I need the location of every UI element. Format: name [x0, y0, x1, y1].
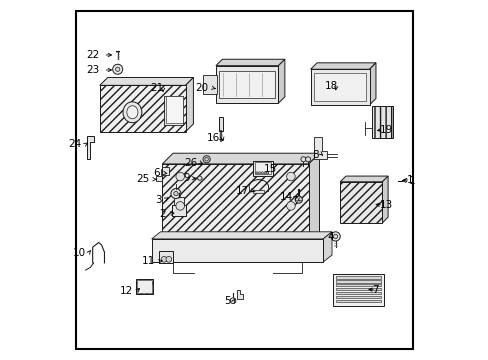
Text: 19: 19	[379, 125, 392, 135]
Bar	[335, 276, 380, 279]
Circle shape	[165, 256, 171, 262]
Polygon shape	[162, 153, 319, 164]
Text: 1: 1	[408, 176, 415, 186]
Text: 12: 12	[120, 287, 133, 296]
Text: 3: 3	[155, 195, 162, 204]
Polygon shape	[323, 232, 331, 262]
Text: 1: 1	[406, 175, 413, 185]
Bar	[219, 71, 274, 98]
Circle shape	[264, 172, 266, 174]
Bar	[335, 296, 380, 298]
Bar	[162, 167, 169, 175]
Text: 20: 20	[195, 83, 208, 93]
Bar	[335, 284, 380, 287]
Bar	[313, 73, 365, 102]
Circle shape	[171, 189, 181, 199]
Bar	[203, 75, 217, 94]
Circle shape	[330, 232, 340, 241]
Circle shape	[197, 176, 202, 180]
Text: 16: 16	[206, 133, 220, 143]
Bar	[335, 300, 380, 302]
Circle shape	[203, 156, 210, 163]
Polygon shape	[310, 63, 375, 69]
Circle shape	[333, 234, 337, 239]
Bar	[136, 280, 151, 293]
Text: 5: 5	[224, 296, 230, 306]
Text: 18: 18	[324, 81, 337, 91]
Circle shape	[161, 256, 166, 262]
Ellipse shape	[122, 102, 142, 123]
Circle shape	[295, 196, 302, 203]
Circle shape	[204, 157, 208, 161]
Text: 7: 7	[372, 285, 378, 295]
Polygon shape	[308, 153, 319, 248]
Text: 24: 24	[69, 139, 82, 149]
Polygon shape	[313, 137, 326, 159]
Text: 6: 6	[153, 168, 159, 178]
Bar	[335, 280, 380, 283]
Circle shape	[305, 157, 310, 162]
Text: 22: 22	[86, 50, 100, 60]
Circle shape	[176, 202, 184, 210]
Circle shape	[266, 172, 268, 174]
Text: 8: 8	[311, 150, 318, 160]
Bar	[335, 288, 380, 291]
Bar	[164, 96, 183, 125]
Circle shape	[286, 202, 295, 210]
Text: 15: 15	[264, 164, 277, 174]
Circle shape	[115, 67, 120, 71]
Polygon shape	[216, 59, 285, 66]
Text: 25: 25	[136, 174, 149, 184]
Bar	[100, 85, 185, 132]
Text: 23: 23	[86, 65, 100, 75]
Polygon shape	[237, 290, 242, 298]
Circle shape	[112, 64, 122, 74]
Bar	[218, 117, 223, 131]
Polygon shape	[100, 77, 193, 85]
Text: 10: 10	[72, 248, 85, 258]
Text: 14: 14	[279, 192, 292, 202]
Text: 2: 2	[159, 209, 165, 219]
Text: 13: 13	[379, 200, 392, 210]
Bar	[174, 197, 183, 205]
Circle shape	[230, 298, 235, 303]
Polygon shape	[340, 176, 387, 182]
Text: 4: 4	[326, 232, 333, 242]
Polygon shape	[369, 63, 375, 105]
Polygon shape	[86, 136, 94, 159]
Circle shape	[176, 172, 184, 181]
Text: 26: 26	[183, 158, 197, 168]
Bar	[135, 279, 152, 294]
Bar	[253, 190, 264, 193]
Circle shape	[300, 157, 305, 162]
Ellipse shape	[126, 106, 138, 119]
Circle shape	[258, 172, 260, 174]
Bar	[255, 162, 271, 174]
Text: 17: 17	[235, 186, 248, 196]
Circle shape	[261, 172, 263, 174]
Bar	[165, 96, 183, 123]
Bar	[151, 239, 323, 262]
Polygon shape	[185, 77, 193, 132]
Bar	[216, 66, 278, 103]
Bar	[340, 182, 382, 223]
Circle shape	[286, 172, 295, 181]
Bar	[162, 164, 308, 248]
Bar	[310, 69, 369, 105]
Bar	[253, 161, 272, 176]
Bar	[159, 251, 173, 263]
Text: 21: 21	[149, 83, 163, 93]
Bar	[332, 274, 383, 306]
Polygon shape	[151, 232, 331, 239]
Bar	[372, 107, 392, 138]
Text: 11: 11	[142, 256, 155, 266]
Circle shape	[173, 192, 178, 196]
Text: 9: 9	[183, 173, 190, 183]
Bar	[172, 205, 185, 216]
Circle shape	[255, 172, 258, 174]
Bar	[156, 176, 162, 181]
Polygon shape	[278, 59, 285, 103]
Bar	[335, 292, 380, 294]
Polygon shape	[382, 176, 387, 223]
